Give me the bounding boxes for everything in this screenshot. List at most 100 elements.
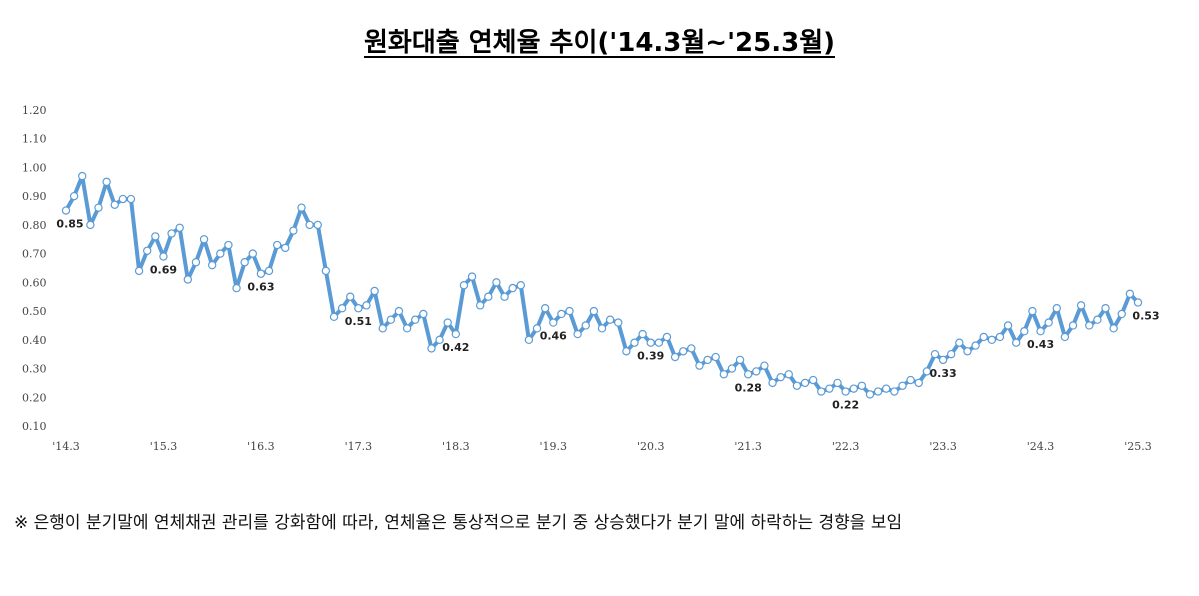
data-point [1085,321,1094,330]
y-tick-label: 0.50 [22,305,47,318]
y-tick-label: 0.30 [22,363,47,376]
data-point [402,324,412,333]
data-point [216,249,225,258]
data-point [459,281,469,290]
data-point [1101,304,1110,313]
data-point [394,306,404,316]
data-point [979,332,988,342]
data-point [207,260,217,270]
data-point [151,232,160,241]
data-point [264,266,274,276]
data-point [630,338,639,347]
data-point [484,292,493,301]
data-point [386,315,396,324]
data-point [1093,315,1102,324]
data-point [614,318,623,327]
data-point [61,206,71,215]
data-label: 0.46 [540,330,567,343]
data-point [865,390,875,399]
data-point [1109,324,1118,333]
data-point [1052,304,1061,313]
data-point [743,370,753,379]
data-point [898,381,907,390]
data-point [272,240,282,250]
page-title: 원화대출 연체율 추이('14.3월~'25.3월) [0,22,1199,59]
data-point [1003,321,1013,330]
x-tick-label: '20.3 [637,440,665,453]
data-point [857,381,867,390]
data-point [191,258,201,267]
data-point [69,191,79,201]
data-point [890,387,899,396]
data-point [873,387,883,396]
data-point [419,309,428,319]
data-point [833,378,842,388]
data-label: 0.69 [150,264,177,277]
line-chart: 0.10 0.20 0.30 0.40 0.50 0.60 0.70 0.80 0.90 1.00… [22,104,1160,453]
data-point [938,355,948,365]
y-tick-label: 0.70 [22,248,47,261]
data-point [808,375,818,385]
y-tick-label: 0.80 [22,219,47,232]
data-point [654,338,664,347]
footnote: ※ 은행이 분기말에 연체채권 관리를 강화함에 따라, 연체율은 통상적으로 … [14,513,903,533]
data-point [492,278,501,287]
data-point [817,387,826,396]
data-point [695,361,704,370]
data-point [784,370,793,379]
data-point [248,249,257,258]
data-point [167,229,176,238]
data-point [159,252,168,261]
data-label: 0.85 [56,218,83,231]
data-point [825,384,834,393]
data-point [711,352,720,362]
data-point [443,318,452,327]
data-point [800,378,810,388]
data-point [930,349,940,359]
data-point [549,318,558,327]
data-point [281,243,290,253]
data-point [947,349,956,359]
x-tick-label: '24.3 [1027,440,1055,453]
data-point [906,375,915,385]
data-point [362,301,371,310]
y-tick-label: 1.10 [22,133,47,146]
data-point [411,315,420,324]
data-point [760,361,769,370]
data-point [768,378,777,388]
data-point [882,384,891,393]
data-point [78,171,87,181]
data-point [321,266,331,276]
data-point [955,338,964,347]
x-tick-label: '17.3 [345,440,373,453]
y-tick-label: 1.20 [22,104,47,117]
data-point [118,194,128,204]
data-point [995,332,1005,342]
chart-title: 원화대출 연체율 추이('14.3월~'25.3월) [364,28,835,58]
data-point [110,200,119,210]
data-point [1036,326,1045,336]
data-label: 0.43 [1027,338,1054,351]
data-point [199,235,209,244]
y-tick-label: 1.00 [22,161,47,174]
data-label: 0.51 [345,315,372,328]
data-point [451,329,461,339]
data-point [435,335,444,345]
data-point [914,378,923,388]
data-point [329,312,339,322]
x-tick-label: '18.3 [442,440,470,453]
series-line [64,174,1140,397]
data-point [1076,301,1086,310]
x-tick-label: '16.3 [247,440,275,453]
data-label: 0.63 [247,281,274,294]
data-point [557,309,566,319]
data-point [622,347,631,356]
y-tick-label: 0.60 [22,276,47,289]
data-point [516,281,525,290]
x-tick-label: '21.3 [734,440,762,453]
data-point [703,355,712,365]
data-point [297,203,306,212]
data-label: 0.22 [832,399,859,412]
x-tick-label: '14.3 [52,440,80,453]
data-point [289,226,298,235]
